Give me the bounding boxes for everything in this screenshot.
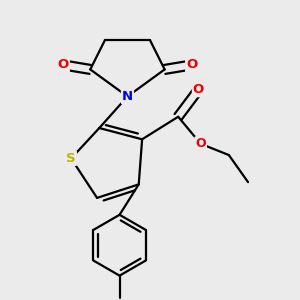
Text: N: N — [122, 90, 133, 103]
Text: O: O — [58, 58, 69, 71]
Text: S: S — [66, 152, 76, 165]
Text: O: O — [186, 58, 197, 71]
Text: O: O — [193, 83, 204, 96]
Text: O: O — [195, 137, 206, 150]
